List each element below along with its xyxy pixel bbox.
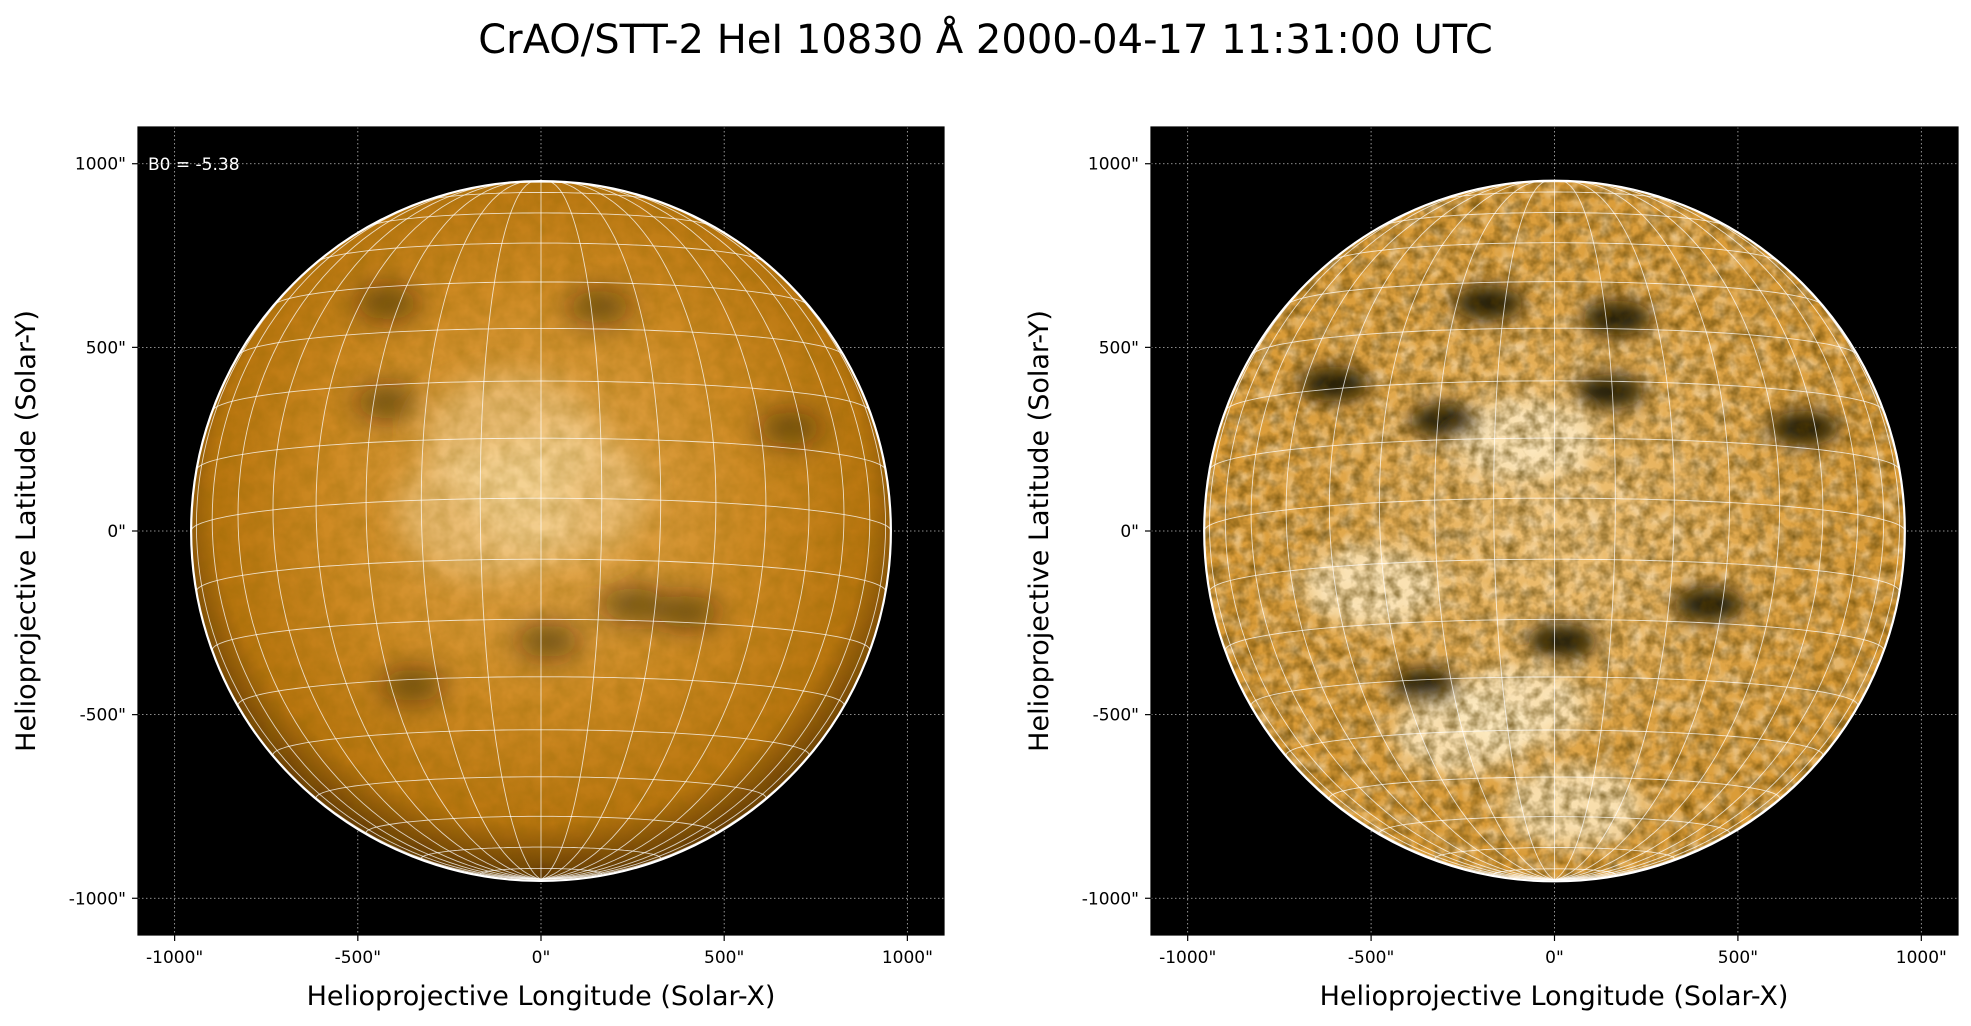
right-longitude-line (1554, 225, 1900, 881)
right-heliographic-grid (1204, 180, 1905, 881)
left-x-tick-label: -500" (335, 948, 381, 968)
left-longitude-line (315, 182, 542, 880)
left-longitude-line (420, 181, 542, 880)
right-x-tick-label: 0" (1545, 948, 1564, 968)
left-solar-limb (190, 180, 892, 882)
left-y-axis-label: Helioprojective Latitude (Solar-Y) (11, 310, 42, 752)
left-longitude-line (540, 182, 767, 880)
right-longitude-line (1434, 180, 1555, 881)
left-y-tick-label: -500" (80, 706, 126, 726)
left-longitude-line (195, 226, 542, 880)
left-y-tick-label: 500" (86, 338, 126, 358)
right-longitude-line (1209, 225, 1555, 881)
left-longitude-line (272, 183, 542, 880)
left-x-tick-label: 1000" (882, 948, 933, 968)
right-x-tick-label: -1000" (1159, 948, 1216, 968)
right-y-tick-label: -1000" (1082, 889, 1139, 909)
right-y-tick-label: 0" (1120, 522, 1139, 542)
right-longitude-line (1554, 185, 1859, 881)
left-longitude-line (211, 192, 542, 880)
right-longitude-line (1328, 181, 1555, 881)
right-x-tick-label: -500" (1348, 948, 1394, 968)
left-longitude-line (237, 186, 542, 880)
right-y-tick-label: 1000" (1088, 155, 1139, 175)
right-longitude-line (1224, 192, 1555, 881)
left-longitude-line (479, 181, 542, 880)
left-longitude-line (540, 181, 717, 880)
right-longitude-line (1554, 183, 1824, 881)
left-longitude-line (540, 181, 603, 880)
figure-title: CrAO/STT-2 HeI 10830 Å 2000-04-17 11:31:… (478, 17, 1493, 63)
left-x-tick-label: -1000" (146, 948, 203, 968)
right-longitude-line (1554, 180, 1616, 881)
left-x-tick-label: 0" (532, 948, 551, 968)
right-y-tick-label: 500" (1099, 338, 1139, 358)
right-x-axis-label: Helioprojective Longitude (Solar-X) (1320, 981, 1789, 1012)
right-longitude-line (1554, 181, 1731, 881)
left-longitude-line (540, 186, 845, 880)
right-y-tick-label: -500" (1093, 706, 1139, 726)
right-x-tick-label: 1000" (1896, 948, 1947, 968)
left-y-tick-label: -1000" (69, 889, 126, 909)
right-x-tick-label: 500" (1718, 948, 1758, 968)
left-longitude-line (365, 181, 542, 880)
right-longitude-line (1554, 181, 1781, 881)
left-b0-annotation: B0 = -5.38 (148, 155, 240, 175)
left-x-tick-label: 500" (704, 948, 744, 968)
right-solar-limb (1203, 179, 1906, 883)
left-longitude-line (540, 226, 887, 880)
right-longitude-line (1378, 181, 1555, 881)
left-longitude-line (540, 183, 810, 880)
right-longitude-line (1554, 180, 1675, 881)
right-longitude-line (1250, 185, 1555, 881)
right-longitude-line (1493, 180, 1555, 881)
left-x-axis-label: Helioprojective Longitude (Solar-X) (307, 981, 776, 1012)
right-y-axis-label: Helioprojective Latitude (Solar-Y) (1024, 310, 1055, 752)
right-longitude-line (1554, 192, 1885, 881)
left-longitude-line (540, 192, 871, 880)
left-longitude-line (540, 181, 662, 880)
left-y-tick-label: 1000" (75, 155, 126, 175)
right-longitude-line (1285, 183, 1555, 881)
left-y-tick-label: 0" (107, 522, 126, 542)
